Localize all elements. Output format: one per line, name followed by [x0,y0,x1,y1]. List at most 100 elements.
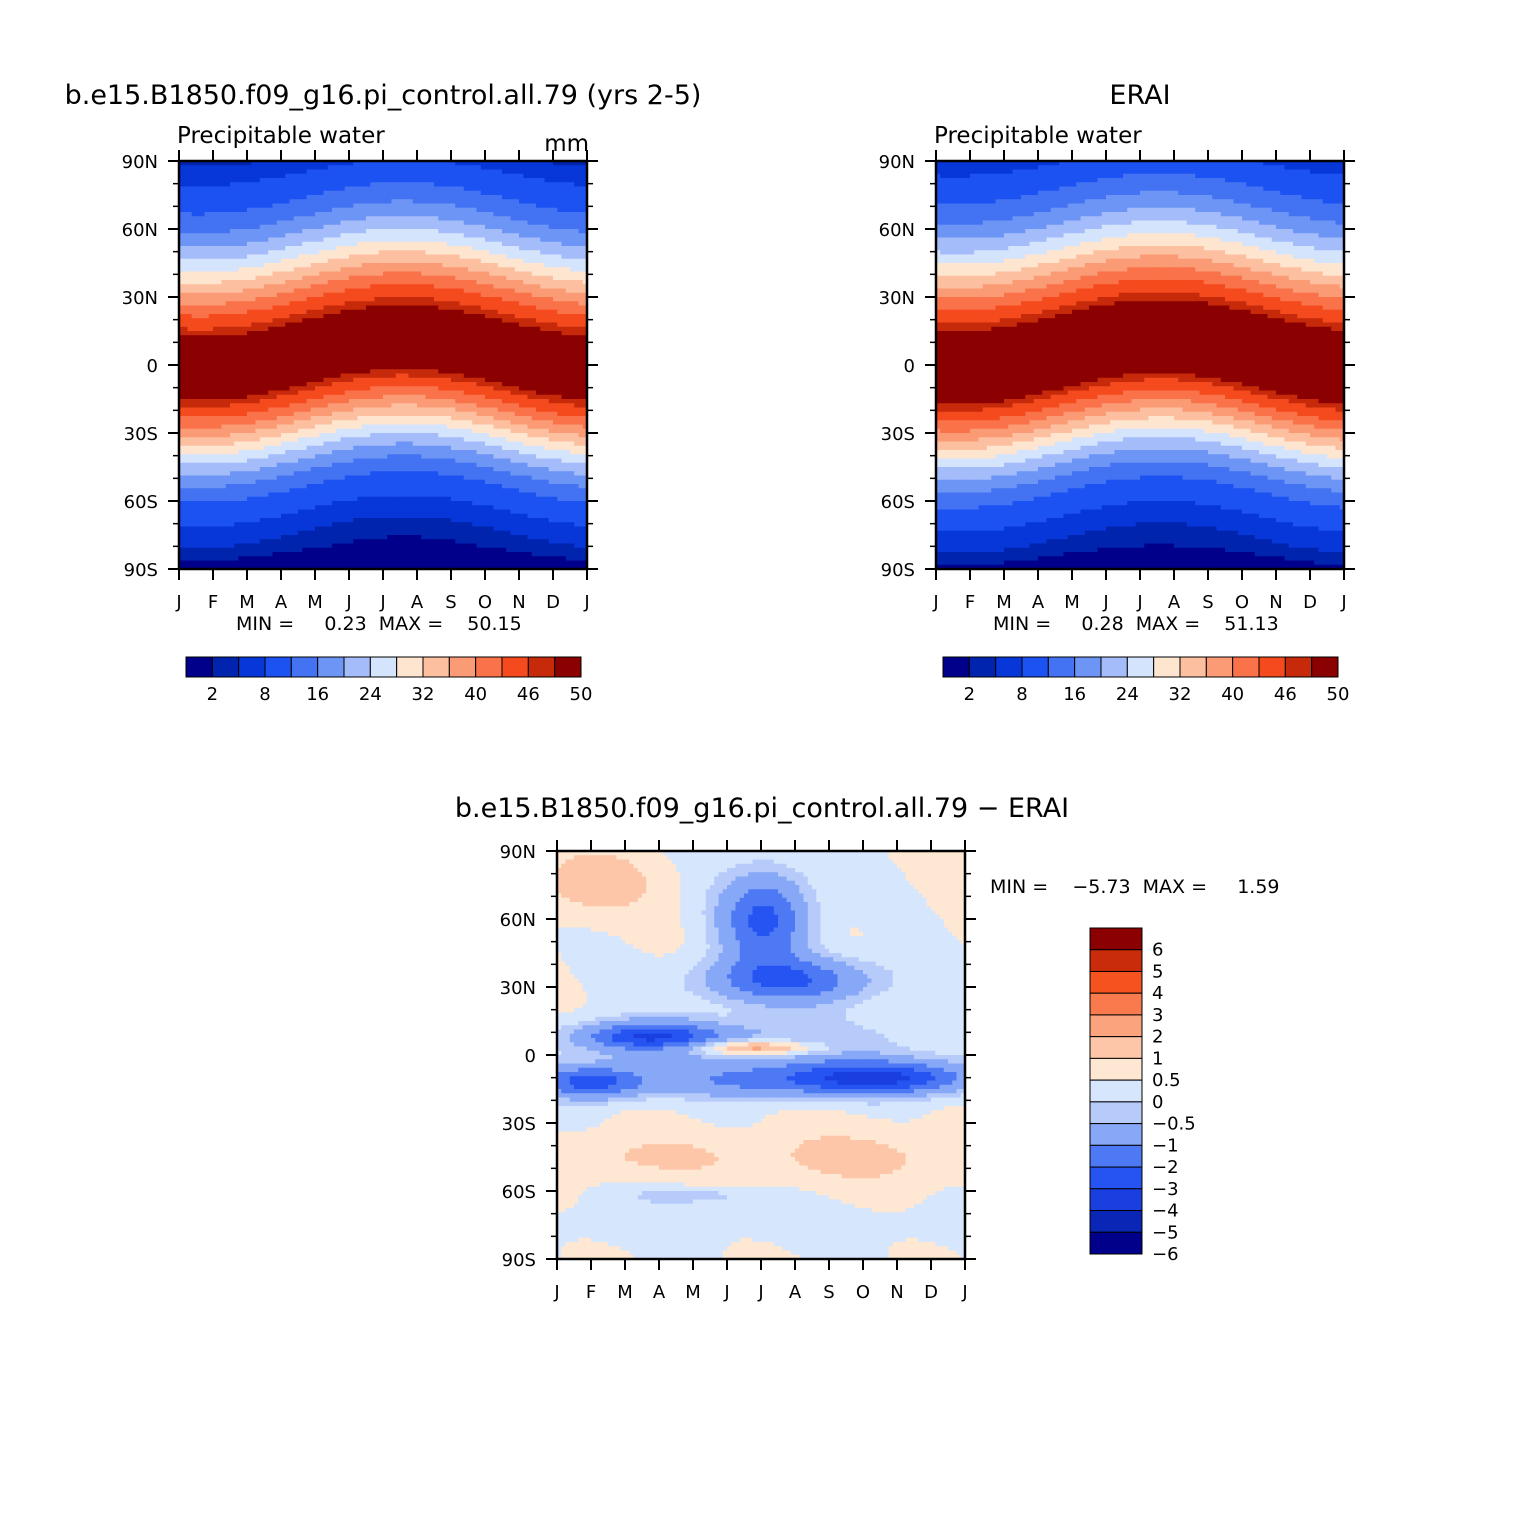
model-cell [412,305,418,311]
model-cell [480,207,486,213]
model-cell [480,292,486,298]
model-cell [387,182,393,188]
model-cell [400,229,405,234]
model-cell [208,224,214,230]
model-cell [370,267,376,273]
model-cell [383,220,388,226]
model-cell [548,203,554,209]
model-cell [281,284,286,290]
model-cell [400,199,405,205]
model-cell [285,343,291,349]
model-cell [340,182,346,188]
model-cell [395,233,401,239]
model-cell [276,271,282,277]
model-cell [446,318,452,324]
model-cell [225,233,231,239]
model-cell [421,254,427,260]
model-cell [213,275,218,281]
model-cell [323,335,329,341]
model-cell [472,258,478,264]
model-cell [319,326,325,332]
model-cell [255,216,261,222]
model-cell [451,297,456,302]
model-cell [565,246,571,251]
model-cell [217,199,223,205]
model-cell [264,199,269,205]
model-cell [523,365,529,370]
model-cell [289,233,295,239]
model-cell [455,284,461,290]
model-cell [565,216,571,222]
model-cell [357,301,363,307]
model-cell [238,216,244,222]
model-cell [519,301,524,307]
model-cell [298,224,303,230]
model-cell [213,237,218,243]
model-cell [404,212,410,217]
model-cell [315,326,320,332]
model-cell [247,229,252,234]
model-cell [497,267,503,273]
model-cell [336,348,342,353]
model-cell [289,373,295,379]
model-cell [531,322,537,328]
model-cell [208,254,214,260]
model-cell [582,305,587,311]
model-cell [561,178,567,183]
model-cell [230,292,235,298]
model-cell [247,365,252,370]
model-cell [310,258,316,264]
model-cell [429,339,435,345]
model-cell [187,186,193,192]
model-cell [268,369,274,375]
model-cell [548,297,554,302]
model-cell [451,271,456,277]
model-cell [570,207,575,213]
model-cell [374,207,380,213]
model-cell [327,284,333,290]
model-cell [476,267,482,273]
model-cell [565,195,571,200]
model-cell [429,292,435,298]
model-cell [455,212,461,217]
model-cell [293,246,299,251]
model-cell [578,348,584,353]
model-cell [506,182,512,188]
model-cell [442,271,448,277]
model-cell [340,186,346,192]
model-cell [463,377,469,383]
model-cell [238,369,244,375]
model-cell [187,195,193,200]
model-cell [306,190,312,196]
model-cell [378,186,384,192]
model-cell [451,212,456,217]
model-cell [417,161,422,166]
model-cell [285,207,291,213]
model-cell [255,318,261,324]
model-cell [493,263,499,268]
model-cell [514,335,520,341]
model-cell [514,165,520,171]
model-cell [187,165,193,171]
model-cell [425,258,431,264]
model-cell [289,224,295,230]
model-cell [404,173,410,179]
model-cell [357,356,363,362]
model-cell [553,254,558,260]
model-cell [327,356,333,362]
model-cell [319,229,325,234]
model-cell [196,322,201,328]
model-cell [353,335,359,341]
model-cell [387,301,393,307]
model-cell [502,322,507,328]
model-cell [183,161,189,166]
model-cell [574,220,580,226]
model-cell [285,203,291,209]
model-cell [298,326,303,332]
model-cell [574,331,580,336]
model-cell [234,165,240,171]
model-cell [370,297,376,302]
model-cell [510,190,516,196]
model-cell [293,369,299,375]
model-cell [242,331,248,336]
